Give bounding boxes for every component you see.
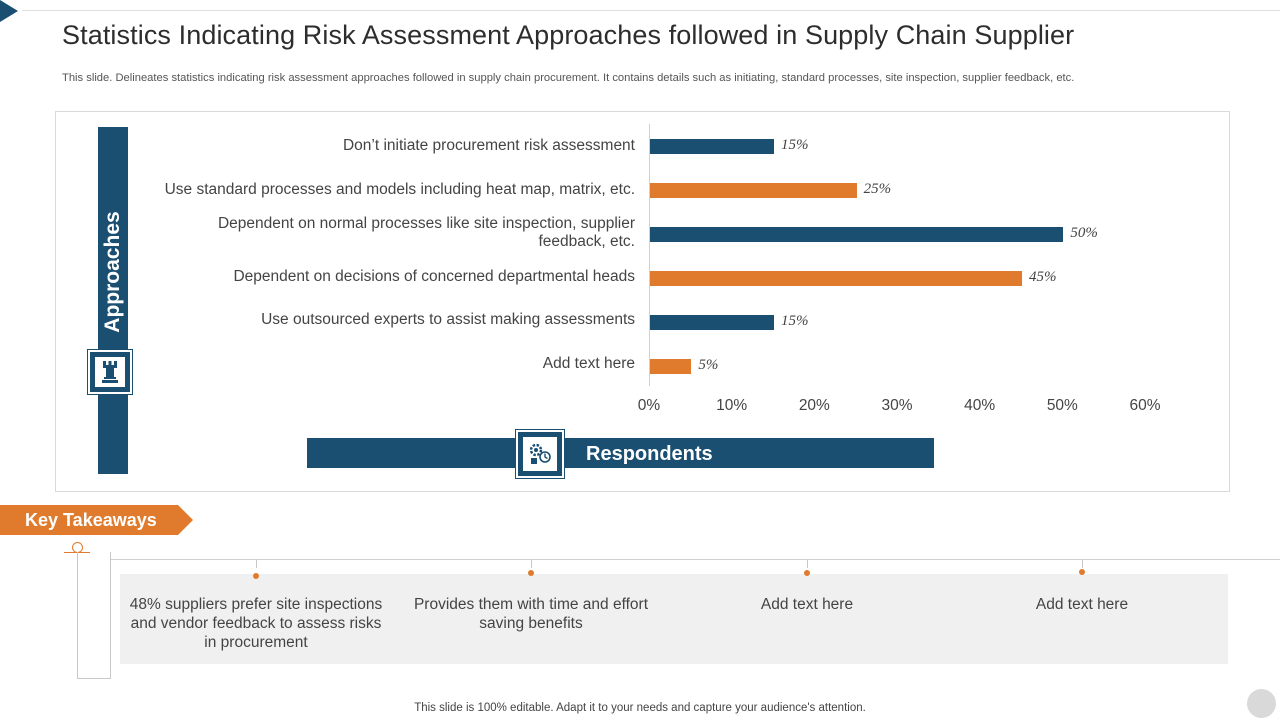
category-label: Don’t initiate procurement risk assessme… xyxy=(342,137,635,154)
chess-rook-icon xyxy=(87,349,133,395)
bar xyxy=(650,271,1022,286)
x-tick-label: 0% xyxy=(637,397,661,414)
takeaway-item-2: Provides them with time and effort savin… xyxy=(413,596,649,632)
y-axis-line xyxy=(649,124,650,386)
key-takeaways-ribbon xyxy=(0,505,193,535)
takeaway-item-1: 48% suppliers prefer site inspections an… xyxy=(129,596,383,651)
takeaway-dot xyxy=(528,570,534,576)
takeaways-panel xyxy=(120,574,1228,664)
bar xyxy=(650,183,857,198)
takeaway-item-4: Add text here xyxy=(1035,596,1129,613)
data-label: 5% xyxy=(698,357,719,373)
takeaway-tick xyxy=(807,560,808,568)
takeaway-tick xyxy=(256,560,257,568)
takeaways-top-line xyxy=(111,559,1280,560)
page-title: Statistics Indicating Risk Assessment Ap… xyxy=(62,20,1075,50)
footer-note: This slide is 100% editable. Adapt it to… xyxy=(414,702,866,714)
x-tick-label: 40% xyxy=(964,397,996,414)
category-label: Dependent on decisions of concerned depa… xyxy=(233,268,635,285)
key-takeaways-label: Key Takeaways xyxy=(25,510,157,530)
category-label: Dependent on normal processes like site … xyxy=(217,215,635,250)
category-label: Add text here xyxy=(542,355,635,372)
approaches-axis-bar xyxy=(98,127,128,474)
respondents-axis-label: Respondents xyxy=(586,443,713,465)
takeaway-item-3: Add text here xyxy=(760,596,854,613)
takeaway-tick xyxy=(1082,560,1083,568)
bar xyxy=(650,359,692,374)
data-label: 45% xyxy=(1029,269,1057,285)
gears-icon xyxy=(515,429,565,479)
page-indicator-circle xyxy=(1247,689,1276,718)
connector-bracket xyxy=(77,552,111,679)
takeaway-dot xyxy=(1079,569,1085,575)
data-label: 15% xyxy=(781,313,809,329)
respondents-axis-bar xyxy=(307,438,934,468)
top-divider xyxy=(22,10,1280,11)
data-label: 15% xyxy=(781,137,809,153)
bar xyxy=(650,227,1064,242)
corner-triangle-decoration xyxy=(0,0,18,22)
x-tick-label: 50% xyxy=(1046,397,1078,414)
x-tick-label: 20% xyxy=(798,397,830,414)
x-tick-label: 60% xyxy=(1129,397,1161,414)
data-label: 25% xyxy=(863,181,892,197)
page-subtitle: This slide. Delineates statistics indica… xyxy=(62,72,1075,84)
category-label: Use outsourced experts to assist making … xyxy=(261,311,635,328)
chart-frame xyxy=(55,111,1230,492)
takeaway-dot xyxy=(253,573,259,579)
data-label: 50% xyxy=(1070,225,1098,241)
x-tick-label: 30% xyxy=(881,397,913,414)
category-label: Use standard processes and models includ… xyxy=(164,181,635,198)
bar xyxy=(650,139,774,154)
x-tick-label: 10% xyxy=(716,397,748,414)
takeaway-tick xyxy=(531,560,532,568)
takeaway-dot xyxy=(804,570,810,576)
bar xyxy=(650,315,774,330)
approaches-axis-label: Approaches xyxy=(101,211,124,333)
